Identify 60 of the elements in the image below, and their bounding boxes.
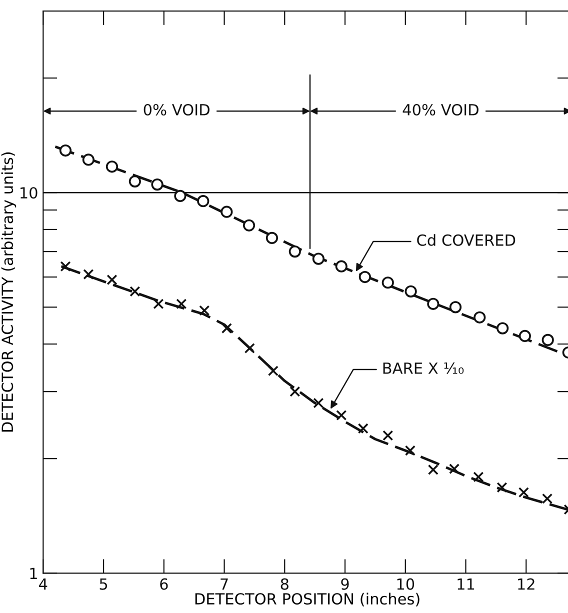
point — [60, 261, 71, 272]
point — [496, 482, 508, 493]
point — [59, 144, 72, 157]
point — [221, 322, 232, 334]
point — [449, 301, 462, 314]
point — [336, 410, 347, 421]
point — [473, 472, 484, 482]
point — [404, 285, 417, 298]
point — [518, 487, 530, 498]
point — [174, 190, 186, 202]
x-axis-title: DETECTOR POSITION (inches) — [195, 592, 420, 606]
point — [335, 260, 348, 272]
point — [220, 206, 233, 218]
y-tick-label: 1 — [30, 568, 37, 579]
point — [151, 178, 164, 191]
point — [268, 366, 278, 376]
point — [428, 464, 438, 476]
point — [382, 430, 394, 441]
point — [288, 245, 301, 258]
point — [153, 298, 164, 310]
annotation: BARE X ¹⁄₁₀ — [383, 362, 464, 374]
point — [82, 154, 94, 166]
x-tick-label: 7 — [220, 578, 228, 590]
x-tick-label: 5 — [100, 578, 108, 590]
point — [358, 423, 368, 434]
point — [404, 445, 416, 456]
point — [474, 311, 486, 324]
point — [106, 160, 118, 173]
point — [382, 276, 394, 289]
x-tick-label: 12 — [518, 578, 534, 590]
x-tick-label: 11 — [458, 578, 474, 590]
point — [130, 286, 140, 297]
x-tick-label: 8 — [280, 578, 288, 590]
point — [83, 269, 94, 280]
point — [197, 195, 210, 208]
point — [290, 386, 300, 397]
annotation: 0% VOID — [144, 104, 210, 116]
y-axis-title: DETECTOR ACTIVITY (arbitrary units) — [1, 152, 16, 432]
point — [313, 398, 324, 408]
x-tick-label: 4 — [39, 578, 48, 590]
point — [542, 334, 554, 346]
point — [312, 252, 325, 265]
point — [427, 298, 440, 310]
point — [496, 322, 509, 334]
point — [542, 493, 553, 504]
annotation: 40% VOID — [402, 104, 478, 116]
x-tick-label: 6 — [160, 578, 168, 590]
point — [266, 232, 278, 244]
point — [448, 464, 460, 474]
x-tick-label: 10 — [397, 578, 414, 590]
annotation: Cd COVERED — [417, 234, 516, 246]
x-tick-label: 9 — [341, 578, 349, 590]
point — [518, 330, 531, 342]
point — [176, 298, 187, 310]
point — [199, 305, 210, 316]
point — [244, 342, 255, 354]
point — [242, 219, 256, 232]
point — [106, 274, 118, 286]
point — [128, 175, 141, 188]
point — [358, 270, 371, 284]
